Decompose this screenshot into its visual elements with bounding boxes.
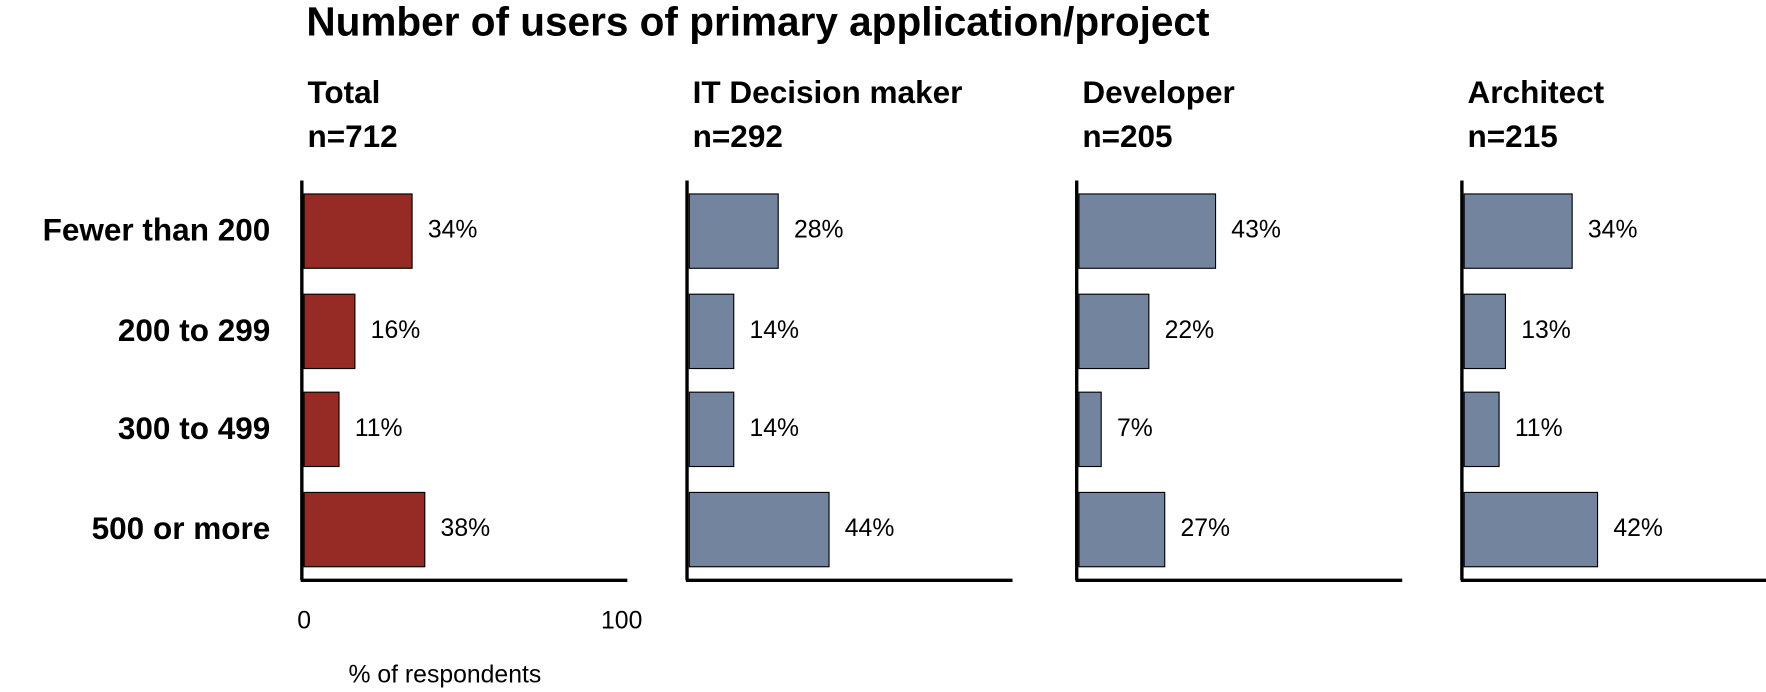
bar — [688, 193, 779, 269]
bar — [688, 391, 735, 468]
value-label: 11% — [355, 415, 403, 442]
panel-subtitle: n=712 — [307, 118, 397, 154]
bar — [1078, 193, 1217, 269]
value-label: 7% — [1117, 415, 1153, 442]
value-label: 16% — [371, 317, 421, 344]
value-label: 44% — [845, 515, 895, 542]
panel-title: Total — [307, 74, 380, 110]
x-tick-label: 100 — [601, 607, 642, 634]
value-label: 34% — [428, 217, 478, 244]
panel-title: Architect — [1468, 74, 1605, 110]
panel-title: Developer — [1082, 74, 1234, 110]
bar — [1463, 391, 1500, 468]
value-label: 22% — [1165, 317, 1215, 344]
value-label: 38% — [441, 515, 491, 542]
x-axis-label: % of respondents — [349, 662, 542, 689]
value-label: 43% — [1231, 217, 1281, 244]
x-tick-label: 0 — [297, 607, 311, 634]
category-label: 300 to 499 — [118, 410, 270, 446]
panel-subtitle: n=215 — [1468, 118, 1558, 154]
bar — [303, 491, 426, 568]
value-label: 42% — [1613, 515, 1663, 542]
category-label: Fewer than 200 — [43, 212, 271, 248]
bar — [688, 293, 735, 370]
panel-subtitle: n=292 — [693, 118, 783, 154]
category-label: 500 or more — [92, 510, 271, 546]
bar — [1463, 193, 1573, 269]
bar — [1078, 491, 1166, 568]
bar — [1078, 293, 1150, 370]
bar — [1463, 491, 1599, 568]
panel-subtitle: n=205 — [1082, 118, 1172, 154]
bar — [303, 391, 340, 468]
bar — [303, 193, 413, 269]
value-label: 14% — [750, 317, 800, 344]
chart-title: Number of users of primary application/p… — [306, 0, 1209, 45]
value-label: 13% — [1521, 317, 1571, 344]
category-label: 200 to 299 — [118, 312, 270, 348]
value-label: 34% — [1588, 217, 1638, 244]
panel-title: IT Decision maker — [693, 74, 963, 110]
value-label: 11% — [1515, 415, 1563, 442]
bar — [303, 293, 356, 370]
value-label: 14% — [750, 415, 800, 442]
bar — [688, 491, 830, 568]
bar — [1463, 293, 1507, 370]
value-label: 28% — [794, 217, 844, 244]
value-label: 27% — [1180, 515, 1230, 542]
bar — [1078, 391, 1102, 468]
